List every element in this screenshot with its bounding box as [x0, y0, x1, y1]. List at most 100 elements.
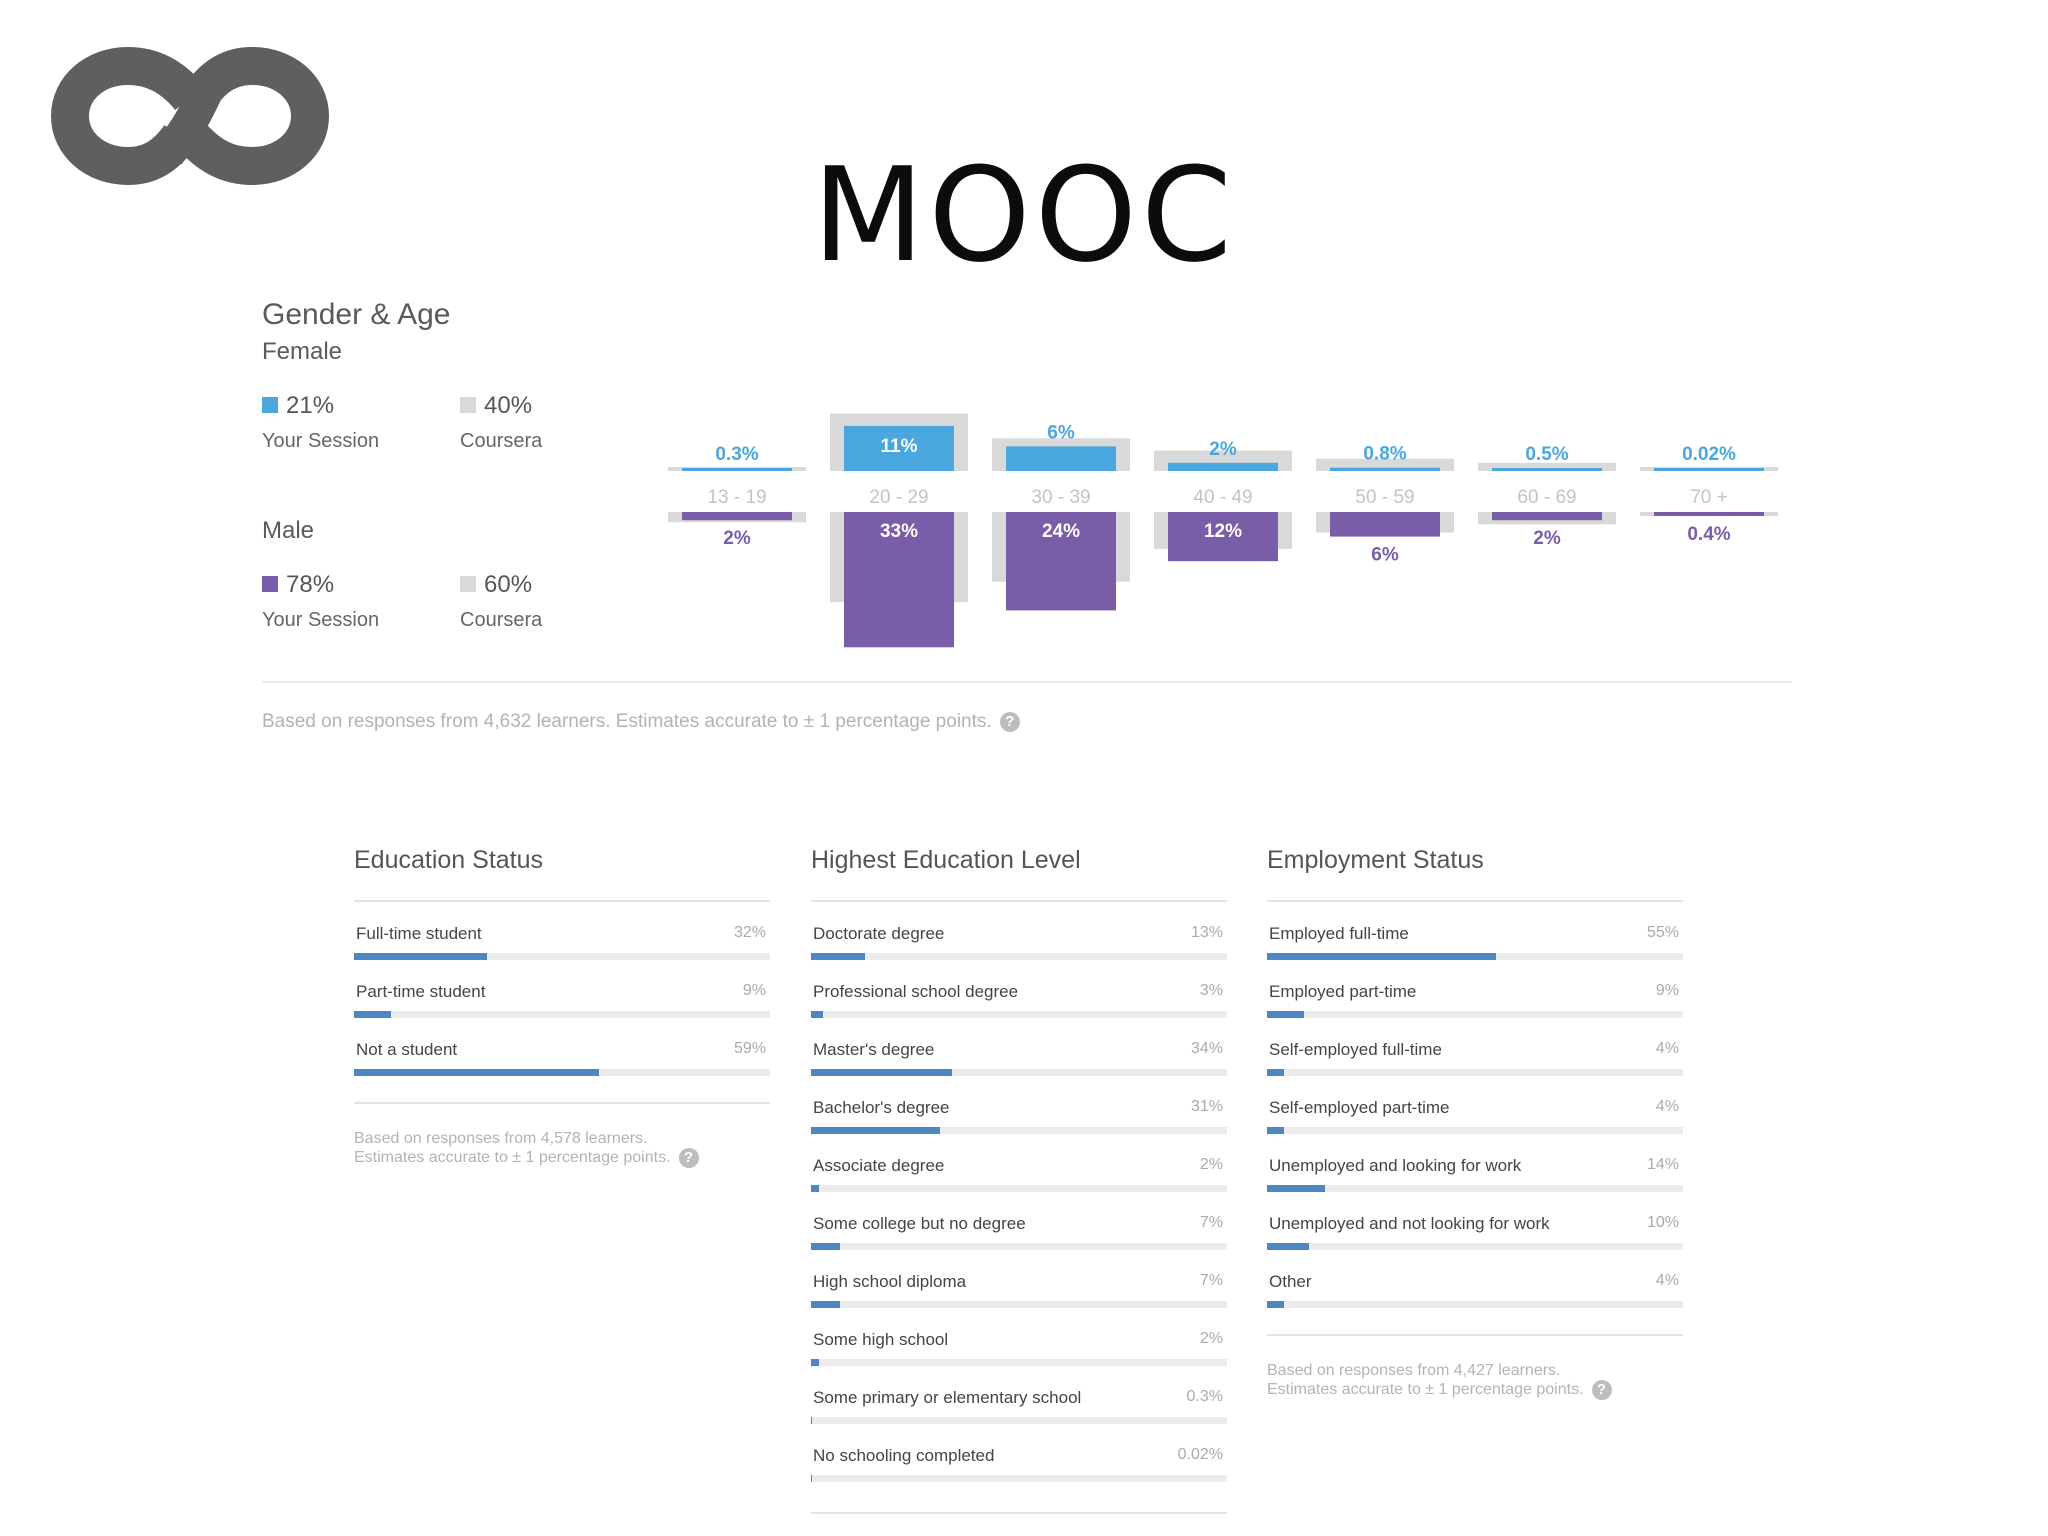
age-tick-label: 30 - 39 — [1031, 487, 1090, 508]
gender-age-title: Gender & Age — [262, 298, 451, 331]
male-data-label: 33% — [880, 521, 918, 542]
row-value: 32% — [733, 924, 766, 941]
row-label: Employed full-time — [1269, 924, 1409, 943]
row-value: 14% — [1646, 1156, 1679, 1173]
bar-track — [811, 1359, 1227, 1366]
male-coursera-caption: Coursera — [460, 609, 543, 631]
female-session-bar — [1654, 468, 1764, 471]
female-data-label: 0.3% — [715, 444, 758, 465]
female-session-swatch — [262, 396, 278, 413]
male-data-label: 2% — [723, 528, 751, 549]
help-icon[interactable]: ? — [999, 712, 1020, 732]
female-session-pct: 21% — [286, 392, 335, 419]
male-data-label: 6% — [1371, 545, 1399, 566]
footnote-line: Estimates accurate to ± 1 percentage poi… — [1267, 1380, 1683, 1401]
male-session-bar — [1330, 512, 1440, 537]
row-label: Bachelor's degree — [813, 1098, 950, 1117]
male-session-bar — [682, 512, 792, 521]
gender-age-chart: 13 - 19 0.3% 2% 20 - 29 11% 33% 30 - 39 6% 24% 40… — [668, 413, 1778, 648]
bar-track — [354, 953, 770, 960]
female-coursera-legend: 40% — [460, 392, 532, 420]
row-label: Master's degree — [813, 1040, 935, 1059]
female-session-bar — [1168, 462, 1278, 471]
list-item: Some college but no degree 7% — [811, 1214, 1227, 1272]
list-item: Unemployed and not looking for work 10% — [1267, 1214, 1683, 1272]
row-value: 2% — [1199, 1156, 1223, 1173]
row-label: Doctorate degree — [813, 924, 945, 943]
age-tick-label: 13 - 19 — [707, 487, 766, 508]
list-item: Full-time student 32% — [354, 924, 770, 982]
panel-divider — [811, 900, 1227, 902]
coursera-logo-icon — [50, 46, 330, 186]
row-value: 34% — [1190, 1040, 1223, 1057]
row-label: Some college but no degree — [813, 1214, 1026, 1233]
bar-fill — [1267, 1069, 1284, 1076]
bar-track — [811, 1417, 1227, 1424]
male-coursera-legend: 60% — [460, 571, 532, 599]
row-value: 0.02% — [1177, 1446, 1223, 1463]
female-coursera-caption: Coursera — [460, 430, 543, 452]
list-item: Professional school degree 3% — [811, 982, 1227, 1040]
row-label: Associate degree — [813, 1156, 945, 1175]
bar-fill — [1267, 1185, 1326, 1192]
help-icon[interactable]: ? — [1591, 1380, 1612, 1401]
bar-track — [811, 1243, 1227, 1250]
panel-divider — [811, 1512, 1227, 1514]
male-data-label: 0.4% — [1687, 524, 1730, 545]
employment-status-rows: Employed full-time 55% Employed part-time 9… — [1267, 924, 1683, 1330]
female-coursera-swatch — [460, 396, 476, 413]
row-label: Unemployed and looking for work — [1269, 1156, 1522, 1175]
male-coursera-pct: 60% — [484, 571, 533, 598]
row-value: 55% — [1646, 924, 1679, 941]
footnote-line: Estimates accurate to ± 1 percentage poi… — [354, 1148, 770, 1169]
row-value: 10% — [1646, 1214, 1679, 1231]
bar-track — [354, 1069, 770, 1076]
row-value: 7% — [1199, 1272, 1223, 1289]
row-value: 3% — [1199, 982, 1223, 999]
row-value: 7% — [1199, 1214, 1223, 1231]
female-session-caption: Your Session — [262, 430, 380, 452]
list-item: Unemployed and looking for work 14% — [1267, 1156, 1683, 1214]
female-session-bar — [1006, 446, 1116, 471]
education-status-footnote: Based on responses from 4,578 learners. … — [354, 1130, 770, 1169]
bar-track — [1267, 1127, 1683, 1134]
age-tick-label: 40 - 49 — [1193, 487, 1252, 508]
help-icon[interactable]: ? — [678, 1148, 699, 1169]
row-value: 59% — [733, 1040, 766, 1057]
list-item: Employed full-time 55% — [1267, 924, 1683, 982]
bar-fill — [354, 953, 488, 960]
bar-track — [1267, 953, 1683, 960]
education-status-rows: Full-time student 32% Part-time student 9% N… — [354, 924, 770, 1098]
row-label: Some primary or elementary school — [813, 1388, 1082, 1407]
footnote-text: Estimates accurate to ± 1 percentage poi… — [1267, 1381, 1584, 1399]
male-session-swatch — [262, 575, 278, 592]
age-tick-label: 50 - 59 — [1355, 487, 1414, 508]
employment-status-footnote: Based on responses from 4,427 learners. … — [1267, 1362, 1683, 1401]
row-value: 0.3% — [1186, 1388, 1223, 1405]
female-data-label: 0.02% — [1682, 444, 1736, 465]
male-coursera-swatch — [460, 575, 476, 592]
panel-divider — [354, 1102, 770, 1104]
bar-fill — [811, 1359, 820, 1366]
panel-divider — [1267, 1334, 1683, 1336]
list-item: Other 4% — [1267, 1272, 1683, 1330]
row-label: Professional school degree — [813, 982, 1019, 1001]
slide-title: MOOC — [812, 139, 1236, 291]
bar-track — [811, 1127, 1227, 1134]
list-item: No schooling completed 0.02% — [811, 1446, 1227, 1504]
row-value: 4% — [1655, 1272, 1679, 1289]
gender-age-footnote-text: Based on responses from 4,632 learners. … — [262, 711, 992, 733]
list-item: Some primary or elementary school 0.3% — [811, 1388, 1227, 1446]
female-data-label: 0.5% — [1525, 444, 1568, 465]
bar-track — [1267, 1301, 1683, 1308]
list-item: Bachelor's degree 31% — [811, 1098, 1227, 1156]
row-value: 9% — [1655, 982, 1679, 999]
female-data-label: 2% — [1209, 439, 1237, 460]
gender-age-footnote: Based on responses from 4,632 learners. … — [262, 712, 1020, 732]
female-session-bar — [1492, 468, 1602, 471]
bar-fill — [1267, 1127, 1284, 1134]
bar-fill — [1267, 953, 1496, 960]
row-label: Part-time student — [356, 982, 486, 1001]
bar-fill — [811, 1301, 841, 1308]
employment-status-title: Employment Status — [1267, 846, 1484, 874]
